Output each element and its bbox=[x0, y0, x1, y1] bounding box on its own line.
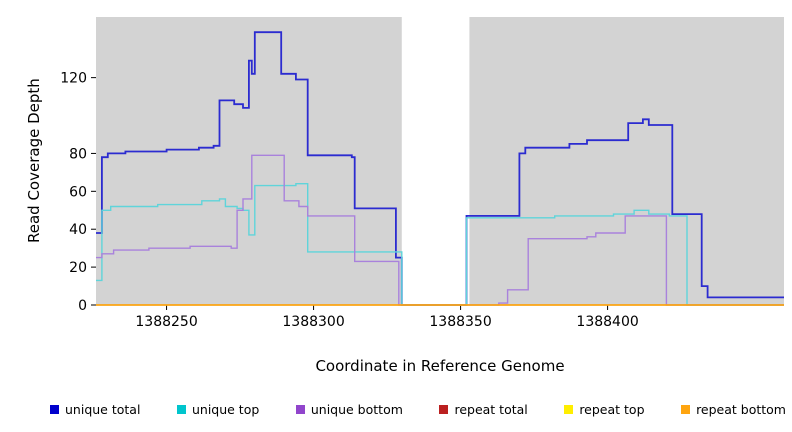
legend-label: repeat bottom bbox=[696, 402, 786, 417]
legend-label: unique bottom bbox=[310, 402, 403, 417]
y-tick-label: 40 bbox=[69, 222, 87, 238]
legend-swatch-repeat-total bbox=[439, 405, 449, 414]
legend-item-unique-bottom: unique bottom bbox=[295, 402, 403, 417]
x-tick-label: 1388400 bbox=[576, 314, 638, 330]
x-tick-label: 1388250 bbox=[135, 314, 197, 330]
legend-item-repeat-total: repeat total bbox=[439, 402, 528, 417]
y-tick-label: 80 bbox=[69, 146, 87, 162]
series-unique-bottom bbox=[96, 154, 784, 306]
legend: unique total unique top unique bottom repea… bbox=[50, 402, 786, 417]
legend-swatch-repeat-bottom bbox=[681, 405, 691, 414]
legend-swatch-repeat-top bbox=[564, 405, 574, 414]
x-tick-label: 1388300 bbox=[282, 314, 344, 330]
y-tick-label: 120 bbox=[60, 71, 87, 87]
y-axis-title: Read Coverage Depth bbox=[25, 78, 43, 244]
legend-label: unique top bbox=[191, 402, 260, 417]
x-axis-title: Coordinate in Reference Genome bbox=[315, 357, 565, 375]
y-tick-label: 20 bbox=[69, 260, 87, 276]
legend-item-repeat-bottom: repeat bottom bbox=[681, 402, 786, 417]
coverage-gap-band bbox=[401, 17, 470, 305]
legend-swatch-unique-total bbox=[50, 405, 59, 414]
legend-swatch-unique-bottom bbox=[295, 405, 305, 414]
y-tick-label: 60 bbox=[69, 184, 87, 200]
y-tick-label: 0 bbox=[78, 298, 87, 314]
legend-label: unique total bbox=[65, 402, 141, 417]
legend-item-repeat-top: repeat top bbox=[564, 402, 645, 417]
legend-item-unique-total: unique total bbox=[50, 402, 140, 417]
legend-swatch-unique-top bbox=[176, 405, 186, 414]
legend-label: repeat top bbox=[579, 402, 645, 417]
legend-item-unique-top: unique top bbox=[176, 402, 260, 417]
series-unique-total bbox=[96, 31, 784, 306]
series-unique-top bbox=[96, 183, 784, 306]
x-tick-label: 1388350 bbox=[429, 314, 491, 330]
legend-label: repeat total bbox=[454, 402, 528, 417]
